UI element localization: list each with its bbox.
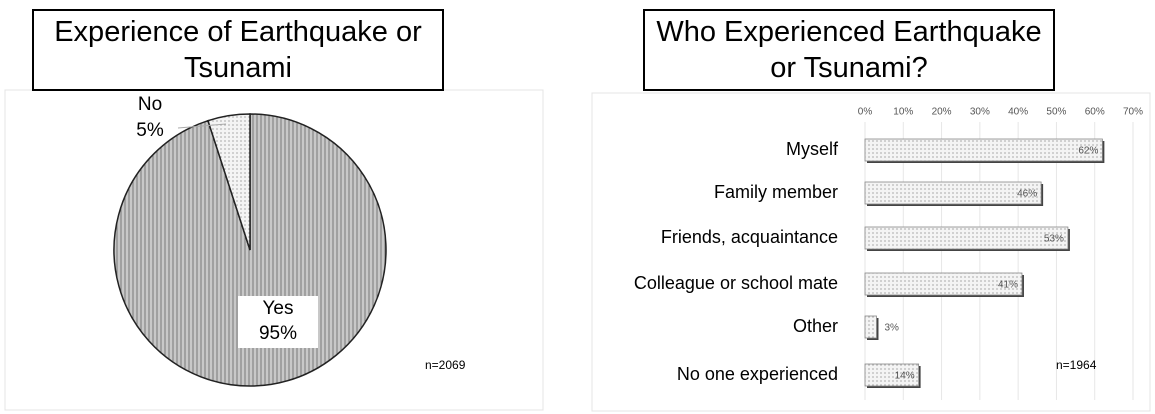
category-label: Family member [714,182,838,202]
panel [591,92,1151,412]
annotation: n=2069 [425,358,466,372]
bar [864,363,919,387]
chart-title: Who Experienced Earthquake or Tsunami? [643,9,1055,91]
annotation: n=1964 [1056,358,1097,372]
category-label: Yes [263,298,294,319]
x-tick-label: 40% [1008,107,1028,118]
bar [864,181,1042,205]
value-label: 95% [259,323,297,344]
value-label: 5% [136,120,164,141]
label-box [238,296,318,348]
x-tick-label: 70% [1123,107,1143,118]
category-label: No [138,94,162,115]
value-label: 14% [895,371,915,382]
value-label: 53% [1044,234,1064,245]
value-label: 41% [998,280,1018,291]
x-tick-label: 10% [893,107,913,118]
x-tick-label: 30% [970,107,990,118]
value-label: 3% [884,323,899,334]
bar [864,226,1069,250]
bar [864,138,1103,162]
category-label: No one experienced [677,364,838,384]
value-label: 46% [1017,189,1037,200]
x-tick-label: 60% [1085,107,1105,118]
leader-line [177,123,227,129]
x-tick-label: 20% [932,107,952,118]
category-label: Other [793,316,838,336]
value-label: 62% [1078,146,1098,157]
x-tick-label: 50% [1046,107,1066,118]
category-label: Myself [786,139,839,159]
chart-title: Experience of Earthquake or Tsunami [32,9,444,91]
pie-slice [207,113,251,251]
bar [864,272,1023,296]
category-label: Colleague or school mate [634,273,838,293]
category-label: Friends, acquaintance [661,227,838,247]
bar [864,315,877,339]
x-tick-label: 0% [858,107,873,118]
